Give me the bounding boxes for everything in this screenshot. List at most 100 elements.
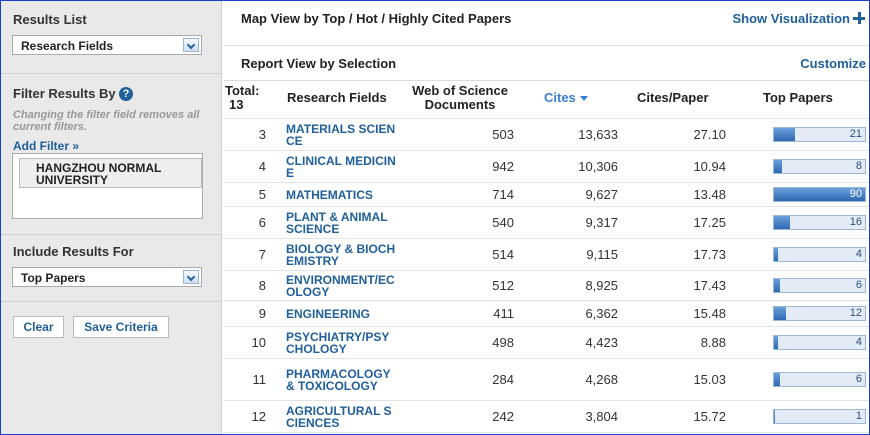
bar-fill [774, 279, 781, 292]
separator [1, 73, 221, 74]
total-label: Total: [225, 83, 260, 98]
cites-per-paper: 15.72 [693, 409, 726, 424]
rank: 6 [258, 215, 266, 230]
rank: 11 [252, 372, 267, 387]
separator [223, 45, 869, 46]
column-header[interactable]: Web of Science Documents [412, 83, 508, 112]
rank: 7 [258, 247, 266, 262]
include-dropdown[interactable]: Top Papers [12, 267, 202, 287]
clear-button[interactable]: Clear [13, 316, 64, 338]
top-papers-count: 4 [855, 336, 862, 348]
plus-icon[interactable] [853, 12, 865, 24]
bar-fill [774, 373, 781, 386]
documents: 714 [492, 187, 514, 202]
row-separator [223, 238, 869, 239]
rank: 8 [258, 278, 266, 293]
top-papers-bar: 16 [773, 215, 866, 230]
research-field-link[interactable]: CLINICAL MEDICINE [286, 154, 396, 180]
research-field-link[interactable]: MATERIALS SCIENCE [286, 122, 396, 148]
bar-fill [774, 410, 775, 423]
bar-fill [774, 160, 783, 173]
row-separator [223, 270, 869, 271]
customize-link[interactable]: Customize [800, 56, 866, 71]
dropdown-button [183, 38, 199, 52]
sidebar: Results List Research Fields Filter Resu… [1, 1, 222, 434]
total-count: 13 [229, 97, 244, 112]
filter-note: Changing the filter field removes all cu… [13, 109, 200, 133]
cites-per-paper: 15.03 [693, 372, 726, 387]
research-field-link[interactable]: AGRICULTURAL SCIENCES [286, 404, 392, 430]
cites-per-paper: 17.25 [693, 215, 726, 230]
dropdown-value: Top Papers [21, 271, 86, 285]
cites: 9,115 [586, 247, 618, 262]
research-field-link[interactable]: ENGINEERING [286, 307, 371, 321]
results-list-dropdown[interactable]: Research Fields [12, 35, 202, 55]
cites: 10,306 [578, 159, 618, 174]
research-field-link[interactable]: MATHEMATICS [286, 188, 373, 202]
top-papers-bar: 8 [773, 159, 866, 174]
separator [223, 118, 869, 119]
row-separator [223, 432, 869, 433]
documents: 411 [493, 306, 514, 321]
top-papers-count: 6 [855, 279, 862, 291]
rank: 10 [251, 335, 266, 350]
cites-per-paper: 10.94 [693, 159, 726, 174]
top-papers-count: 1 [855, 410, 862, 422]
research-field-link[interactable]: PHARMACOLOGY & TOXICOLOGY [286, 367, 391, 393]
rank: 5 [258, 187, 266, 202]
cites: 9,317 [585, 215, 618, 230]
column-header[interactable]: Cites/Paper [637, 90, 709, 105]
separator [1, 234, 221, 235]
top-papers-bar: 1 [773, 409, 866, 424]
cites-per-paper: 13.48 [693, 187, 726, 202]
dropdown-button [183, 270, 199, 284]
filter-label: Filter Results By [13, 86, 116, 101]
save-criteria-button[interactable]: Save Criteria [73, 316, 169, 338]
bar-fill [774, 188, 865, 201]
help-icon[interactable]: ? [119, 87, 133, 101]
map-view-title: Map View by Top / Hot / Highly Cited Pap… [241, 11, 512, 26]
bar-fill [774, 216, 791, 229]
research-field-link[interactable]: PLANT & ANIMAL SCIENCE [286, 210, 388, 236]
separator [1, 301, 221, 302]
top-papers-bar: 6 [773, 278, 866, 293]
column-header[interactable]: Research Fields [287, 90, 387, 105]
add-filter-link[interactable]: Add Filter » [13, 139, 80, 153]
cites: 13,633 [578, 127, 618, 142]
cites: 8,925 [585, 278, 618, 293]
dropdown-value: Research Fields [21, 39, 114, 53]
row-separator [223, 182, 869, 183]
top-papers-count: 8 [855, 160, 862, 172]
column-header[interactable]: Top Papers [763, 90, 833, 105]
row-separator [223, 400, 869, 401]
filter-box: HANGZHOU NORMAL UNIVERSITY [12, 153, 203, 219]
research-field-link[interactable]: ENVIRONMENT/ECOLOGY [286, 273, 395, 299]
top-papers-bar: 4 [773, 335, 866, 350]
row-separator [223, 300, 869, 301]
bar-fill [774, 248, 779, 261]
documents: 514 [492, 247, 514, 262]
top-papers-bar: 90 [773, 187, 866, 202]
rank: 9 [258, 306, 266, 321]
row-separator [223, 358, 869, 359]
column-header[interactable]: Cites [544, 90, 576, 105]
rank: 12 [251, 409, 266, 424]
top-papers-count: 21 [849, 128, 862, 140]
top-papers-bar: 6 [773, 372, 866, 387]
research-field-link[interactable]: PSYCHIATRY/PSYCHOLOGY [286, 330, 390, 356]
show-visualization-link[interactable]: Show Visualization [732, 11, 850, 26]
bar-fill [774, 307, 787, 320]
cites-per-paper: 8.88 [700, 335, 726, 350]
top-papers-count: 90 [849, 188, 862, 200]
separator [223, 80, 869, 81]
top-papers-count: 16 [849, 216, 862, 228]
rank: 4 [258, 159, 266, 174]
research-field-link[interactable]: BIOLOGY & BIOCHEMISTRY [286, 242, 396, 268]
report-view-title: Report View by Selection [241, 56, 397, 71]
cites-per-paper: 17.73 [693, 247, 726, 262]
filter-item[interactable]: HANGZHOU NORMAL UNIVERSITY [19, 158, 202, 188]
documents: 242 [492, 409, 514, 424]
top-papers-count: 6 [855, 373, 862, 385]
documents: 512 [492, 278, 514, 293]
